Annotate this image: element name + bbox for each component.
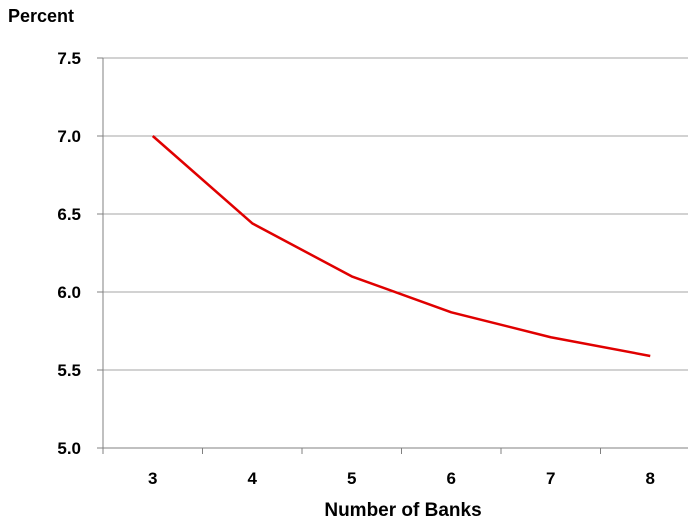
x-tick-label: 5	[347, 469, 356, 488]
x-tick-label: 7	[546, 469, 555, 488]
series-line	[151, 135, 651, 358]
x-tick-label: 8	[646, 469, 655, 488]
x-tick-label: 4	[248, 469, 258, 488]
y-tick-label: 5.0	[57, 439, 81, 458]
y-tick-label: 6.0	[57, 283, 81, 302]
y-axis-unit-label: Percent	[8, 6, 75, 26]
x-axis-label: Number of Banks	[324, 500, 482, 521]
gridlines	[103, 57, 688, 371]
x-tick-labels: 3 4 5 6 7 8	[148, 469, 655, 488]
x-tick-label: 3	[148, 469, 157, 488]
y-tick-label: 6.5	[57, 205, 81, 224]
y-tick-label: 7.0	[57, 127, 81, 146]
y-tick-labels: 5.0 5.5 6.0 6.5 7.0 7.5	[57, 49, 81, 458]
x-tick-label: 6	[447, 469, 456, 488]
series-lines	[151, 135, 651, 358]
axes	[97, 57, 688, 454]
y-tick-label: 5.5	[57, 361, 81, 380]
y-tick-label: 7.5	[57, 49, 81, 68]
